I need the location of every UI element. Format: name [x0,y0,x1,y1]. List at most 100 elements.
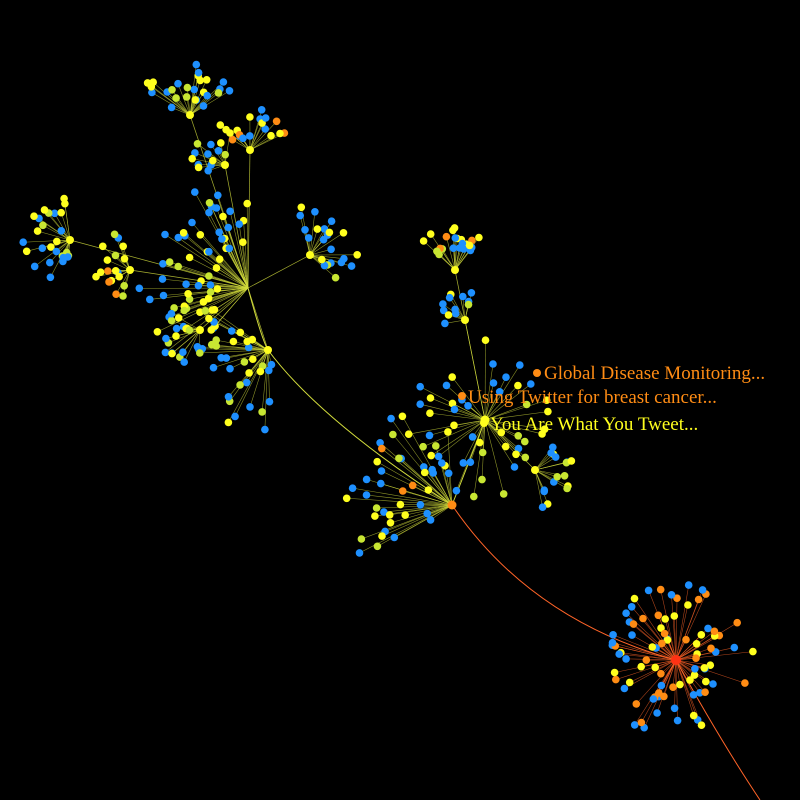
network-node[interactable] [632,700,641,708]
network-node[interactable] [654,611,663,620]
network-node[interactable] [470,492,478,501]
network-node[interactable] [439,306,448,315]
network-node[interactable] [630,721,639,729]
network-node[interactable] [733,618,741,627]
network-node[interactable] [167,316,176,325]
network-node[interactable] [620,684,629,693]
network-node[interactable] [342,494,351,503]
network-node[interactable] [318,255,326,264]
network-node[interactable] [514,432,522,440]
network-node[interactable] [661,615,669,623]
network-node[interactable] [182,93,191,101]
network-node[interactable] [639,614,647,623]
network-node[interactable] [378,532,386,540]
network-node[interactable] [276,129,284,138]
network-node[interactable] [215,255,224,263]
network-node[interactable] [451,234,460,242]
network-node[interactable] [236,328,245,337]
network-node[interactable] [676,680,684,689]
network-node[interactable] [149,78,157,86]
network-node[interactable] [297,203,306,212]
network-node[interactable] [47,243,55,251]
network-node[interactable] [206,288,215,296]
network-node[interactable] [449,244,458,252]
network-node[interactable] [416,382,425,391]
cluster-hub[interactable] [246,146,254,154]
network-node[interactable] [167,103,176,112]
network-node[interactable] [224,223,233,232]
network-node[interactable] [563,484,571,493]
network-node[interactable] [423,509,432,518]
network-node[interactable] [246,132,254,140]
cluster-hub[interactable] [196,326,204,334]
network-node[interactable] [653,709,661,717]
network-node[interactable] [467,289,476,297]
network-node[interactable] [700,664,709,672]
network-node[interactable] [686,676,694,684]
network-node[interactable] [50,209,59,218]
network-node[interactable] [168,86,176,94]
network-node[interactable] [642,656,651,664]
network-node[interactable] [64,253,72,261]
network-node[interactable] [444,428,452,436]
network-node[interactable] [52,247,61,256]
network-node[interactable] [355,549,364,557]
labelled-node[interactable] [533,369,541,377]
network-node[interactable] [538,503,547,512]
network-node[interactable] [208,306,216,314]
network-node[interactable] [386,519,395,527]
network-node[interactable] [396,500,405,509]
network-node[interactable] [658,639,666,648]
network-node[interactable] [439,300,447,308]
network-node[interactable] [214,89,223,97]
network-node[interactable] [567,457,576,465]
network-node[interactable] [60,194,68,203]
network-node[interactable] [180,358,188,366]
network-node[interactable] [697,631,706,639]
network-node[interactable] [159,291,168,300]
network-node[interactable] [120,282,128,290]
network-node[interactable] [377,479,385,488]
network-node[interactable] [174,79,182,88]
network-node[interactable] [212,204,221,212]
network-node[interactable] [514,381,522,390]
network-node[interactable] [380,508,388,516]
network-node[interactable] [644,586,653,595]
network-node[interactable] [466,458,475,467]
network-node[interactable] [514,444,523,453]
network-node[interactable] [651,663,659,672]
network-node[interactable] [57,208,65,217]
network-node[interactable] [115,272,123,281]
network-node[interactable] [622,609,630,617]
network-node[interactable] [692,640,701,648]
network-node[interactable] [204,150,212,158]
network-node[interactable] [225,87,234,95]
network-node[interactable] [684,601,692,609]
network-node[interactable] [174,314,183,322]
network-node[interactable] [313,225,322,233]
network-node[interactable] [191,188,199,196]
network-node[interactable] [553,473,561,481]
network-node[interactable] [416,400,425,409]
network-node[interactable] [258,408,266,416]
network-node[interactable] [667,591,676,599]
network-node[interactable] [339,229,348,237]
network-node[interactable] [551,453,560,461]
network-node[interactable] [612,675,620,684]
network-node[interactable] [510,463,519,471]
labelled-node[interactable] [458,392,466,400]
network-node[interactable] [256,367,265,376]
network-node[interactable] [465,241,474,250]
network-node[interactable] [441,319,449,328]
network-node[interactable] [161,348,170,357]
network-node[interactable] [445,293,454,302]
cluster-hub[interactable] [461,316,469,324]
network-node[interactable] [205,199,214,207]
network-node[interactable] [478,448,487,457]
cluster-hub[interactable] [221,161,229,169]
network-node[interactable] [199,102,208,110]
network-node[interactable] [204,294,213,303]
network-node[interactable] [353,251,362,259]
network-node[interactable] [327,217,336,225]
network-node[interactable] [191,96,200,104]
